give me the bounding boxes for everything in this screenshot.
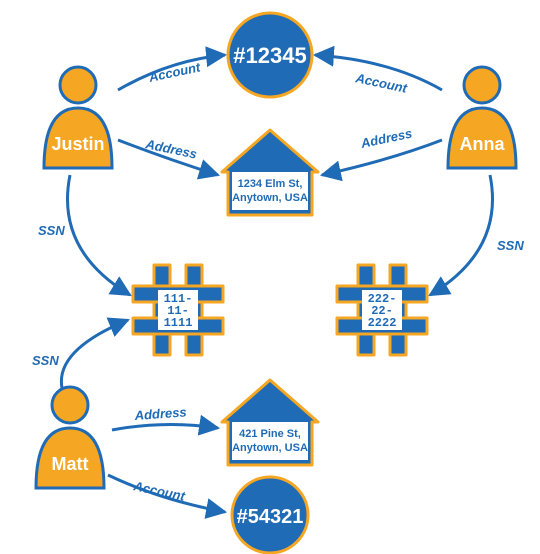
person-justin: Justin — [44, 67, 112, 168]
ssn-right: 222- 22- 2222 — [337, 265, 427, 355]
house-bottom-line1: 421 Pine St, — [239, 428, 301, 440]
person-anna: Anna — [448, 67, 516, 168]
house-top: 1234 Elm St, Anytown, USA — [222, 130, 318, 215]
edge-label-matt-ssn: SSN — [32, 353, 59, 368]
edge-label-anna-ssn: SSN — [497, 238, 524, 253]
edge-label-justin-ssn: SSN — [38, 223, 65, 238]
house-top-line1: 1234 Elm St, — [238, 178, 303, 190]
house-bottom: 421 Pine St, Anytown, USA — [222, 380, 318, 465]
ssn-right-l3: 2222 — [368, 316, 397, 330]
edge-label-anna-account: Account — [353, 70, 409, 96]
edge-label-anna-address: Address — [359, 125, 414, 151]
house-bottom-line2: Anytown, USA — [232, 442, 308, 454]
edge-label-matt-account: Account — [131, 478, 187, 504]
account-bottom-label: #54321 — [237, 506, 304, 528]
edge-anna-ssn — [430, 175, 493, 295]
edge-label-matt-address: Address — [133, 404, 187, 423]
person-justin-label: Justin — [51, 134, 104, 154]
ssn-left-l3: 1111 — [164, 316, 193, 330]
person-matt: Matt — [36, 387, 104, 488]
account-top: #12345 — [228, 13, 312, 97]
account-bottom: #54321 — [232, 477, 308, 553]
edge-matt-ssn — [61, 320, 128, 388]
person-anna-label: Anna — [460, 134, 506, 154]
house-top-line2: Anytown, USA — [232, 192, 308, 204]
ssn-left: 111- 11- 1111 — [133, 265, 223, 355]
edge-label-justin-account: Account — [147, 59, 203, 85]
edge-justin-ssn — [68, 175, 131, 295]
account-top-label: #12345 — [233, 43, 306, 68]
edge-matt-address — [112, 424, 218, 430]
person-matt-label: Matt — [52, 454, 89, 474]
